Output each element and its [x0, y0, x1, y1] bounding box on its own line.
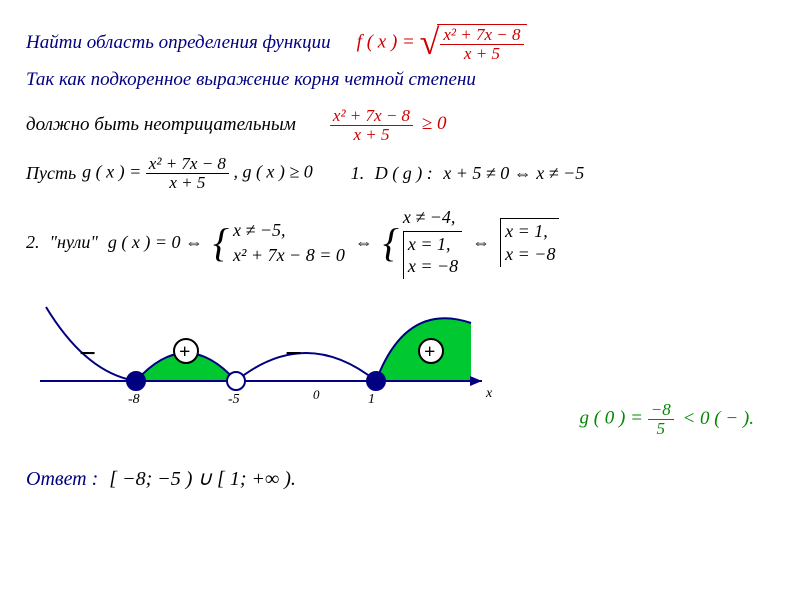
nuli-label: "нули" — [50, 232, 98, 253]
text-find-domain: Найти область определения функции — [26, 32, 331, 54]
line-5: 2. "нули" g ( x ) = 0 ⇔ { x ≠ −5, x² + 7… — [26, 206, 774, 279]
pust: Пусть — [26, 163, 76, 184]
line-1: Найти область определения функции f ( x … — [26, 24, 774, 63]
line-4: Пусть g ( x ) = x² + 7x − 8 x + 5 , g ( … — [26, 155, 774, 192]
svg-text:-8: -8 — [128, 392, 140, 407]
line-2: Так как подкоренное выражение корня четн… — [26, 69, 774, 91]
g-def: g ( x ) = x² + 7x − 8 x + 5 , g ( x ) ≥ … — [82, 155, 313, 192]
svg-text:1: 1 — [368, 392, 375, 407]
svg-text:0: 0 — [313, 387, 320, 402]
sys3: x = 1, x = −8 — [500, 218, 559, 266]
iff-1: ⇔ — [355, 232, 373, 253]
formula-f: f ( x ) = √ x² + 7x − 8 x + 5 — [357, 24, 527, 63]
svg-text:-5: -5 — [228, 392, 240, 407]
d-part: 1. D ( g ) : x + 5 ≠ 0 ⇔ x ≠ −5 — [351, 163, 585, 184]
sys2: { x ≠ −4, x = 1, x = −8 — [383, 206, 462, 279]
g-eq-0: g ( x ) = 0 ⇔ — [108, 232, 203, 253]
text-nonneg: должно быть неотрицательным — [26, 114, 296, 136]
number-line-chart: x -8 -5 0 1 − + − + — [26, 293, 774, 419]
svg-text:x: x — [485, 386, 493, 401]
line-3: должно быть неотрицательным x² + 7x − 8 … — [26, 107, 774, 144]
answer: Ответ : [ −8; −5 ) ∪ [ 1; +∞ ). — [26, 466, 774, 491]
svg-text:+: + — [179, 341, 190, 363]
svg-text:+: + — [424, 341, 435, 363]
sys1: { x ≠ −5, x² + 7x − 8 = 0 — [213, 219, 345, 266]
two: 2. — [26, 232, 40, 253]
svg-text:−: − — [285, 337, 302, 370]
iff-2: ⇔ — [472, 232, 490, 253]
inequality: x² + 7x − 8 x + 5 ≥ 0 — [330, 107, 447, 144]
svg-text:−: − — [79, 337, 96, 370]
